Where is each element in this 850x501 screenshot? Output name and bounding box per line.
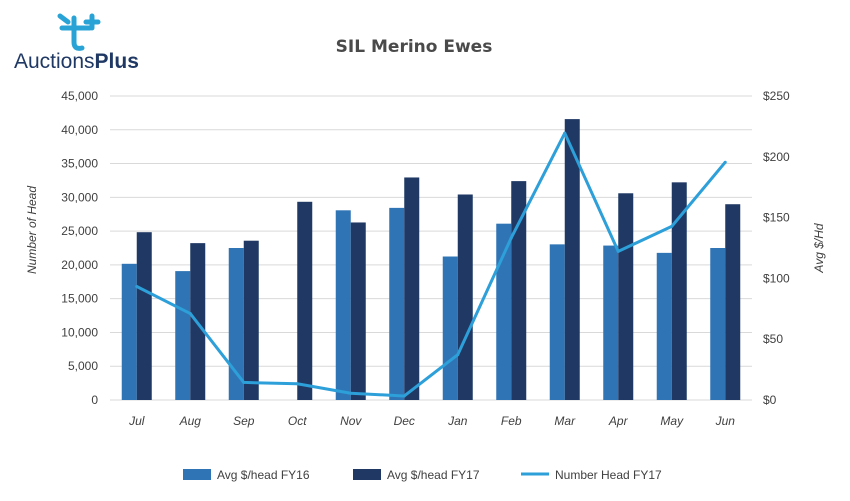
chart-title: SIL Merino Ewes [336, 37, 493, 57]
category-label: May [660, 414, 684, 428]
y2-tick-label: $50 [763, 332, 783, 346]
bar-fy16 [442, 256, 458, 400]
legend-label-fy16: Avg $/head FY16 [217, 468, 310, 482]
y-tick-label: 0 [91, 393, 98, 407]
y-tick-label: 10,000 [61, 325, 98, 339]
legend: Avg $/head FY16 Avg $/head FY17 Number Hea… [183, 468, 662, 482]
y2-tick-label: $0 [763, 393, 777, 407]
bar-fy17 [136, 232, 152, 400]
bar-fy16 [710, 248, 726, 400]
bars-group [121, 119, 741, 400]
bar-fy17 [243, 240, 259, 400]
bar-fy16 [389, 207, 405, 400]
bar-fy17 [671, 182, 687, 400]
line-point [616, 249, 620, 253]
bar-fy17 [564, 119, 580, 400]
left-axis-ticks: 0 5,000 10,000 15,000 20,000 25,000 30,000 35,0… [61, 89, 98, 407]
bar-fy16 [496, 223, 512, 400]
y2-axis-title: Avg $/Hd [812, 223, 826, 273]
svg-text:AuctionsPlus: AuctionsPlus [14, 50, 139, 73]
category-label: Sep [233, 414, 255, 428]
category-label: Dec [394, 414, 415, 428]
category-label: Mar [554, 414, 576, 428]
bar-fy17 [297, 201, 313, 400]
bar-fy17 [457, 194, 473, 400]
category-label: Jun [715, 414, 736, 428]
legend-swatch-fy16 [183, 469, 211, 480]
category-label: Oct [288, 414, 307, 428]
line-point [402, 394, 406, 398]
bar-fy16 [335, 210, 351, 400]
y-tick-label: 20,000 [61, 258, 98, 272]
y-tick-label: 35,000 [61, 157, 98, 171]
line-point [563, 131, 567, 135]
auctionsplus-logo: AuctionsPlus [14, 13, 139, 73]
line-point [349, 391, 353, 395]
bar-fy16 [549, 244, 565, 400]
line-point [135, 285, 139, 289]
category-labels: Jul Aug Sep Oct Nov Dec Jan Feb Mar Apr May Jun [128, 414, 735, 428]
category-label: Apr [608, 414, 629, 428]
y-axis-title: Number of Head [25, 186, 39, 274]
right-axis-ticks: $0 $50 $100 $150 $200 $250 [763, 89, 790, 407]
logo-text-plus: Plus [95, 50, 139, 73]
legend-label-line: Number Head FY17 [555, 468, 662, 482]
line-point [456, 353, 460, 357]
logo-text-auctions: Auctions [14, 50, 95, 73]
category-label: Nov [340, 414, 362, 428]
bar-fy16 [603, 245, 619, 400]
logo-mark-icon [57, 13, 101, 51]
y-tick-label: 45,000 [61, 89, 98, 103]
y2-tick-label: $250 [763, 89, 790, 103]
category-label: Aug [179, 414, 202, 428]
y-tick-label: 40,000 [61, 123, 98, 137]
legend-swatch-fy17 [353, 469, 381, 480]
bar-fy16 [175, 271, 191, 400]
bar-fy17 [404, 177, 420, 400]
legend-label-fy17: Avg $/head FY17 [387, 468, 480, 482]
bar-fy16 [228, 248, 244, 400]
grid-lines [110, 95, 752, 401]
line-point [670, 224, 674, 228]
line-point [242, 380, 246, 384]
y-tick-label: 15,000 [61, 292, 98, 306]
line-number-head-fy17 [136, 131, 727, 398]
y-tick-label: 30,000 [61, 190, 98, 204]
line-point [295, 382, 299, 386]
y-tick-label: 5,000 [68, 359, 98, 373]
bar-fy17 [618, 193, 634, 400]
y2-tick-label: $100 [763, 271, 790, 285]
line-point [509, 236, 513, 240]
bar-fy17 [350, 222, 366, 400]
category-label: Jan [447, 414, 468, 428]
bar-fy16 [121, 263, 137, 400]
y-tick-label: 25,000 [61, 224, 98, 238]
bar-fy17 [511, 181, 527, 400]
category-label: Feb [501, 414, 522, 428]
line-point [723, 160, 727, 164]
category-label: Jul [128, 414, 145, 428]
y2-tick-label: $150 [763, 211, 790, 225]
bar-fy17 [725, 204, 741, 400]
bar-fy16 [656, 252, 672, 400]
line-group [135, 131, 727, 398]
line-point [188, 312, 192, 316]
y2-tick-label: $200 [763, 150, 790, 164]
